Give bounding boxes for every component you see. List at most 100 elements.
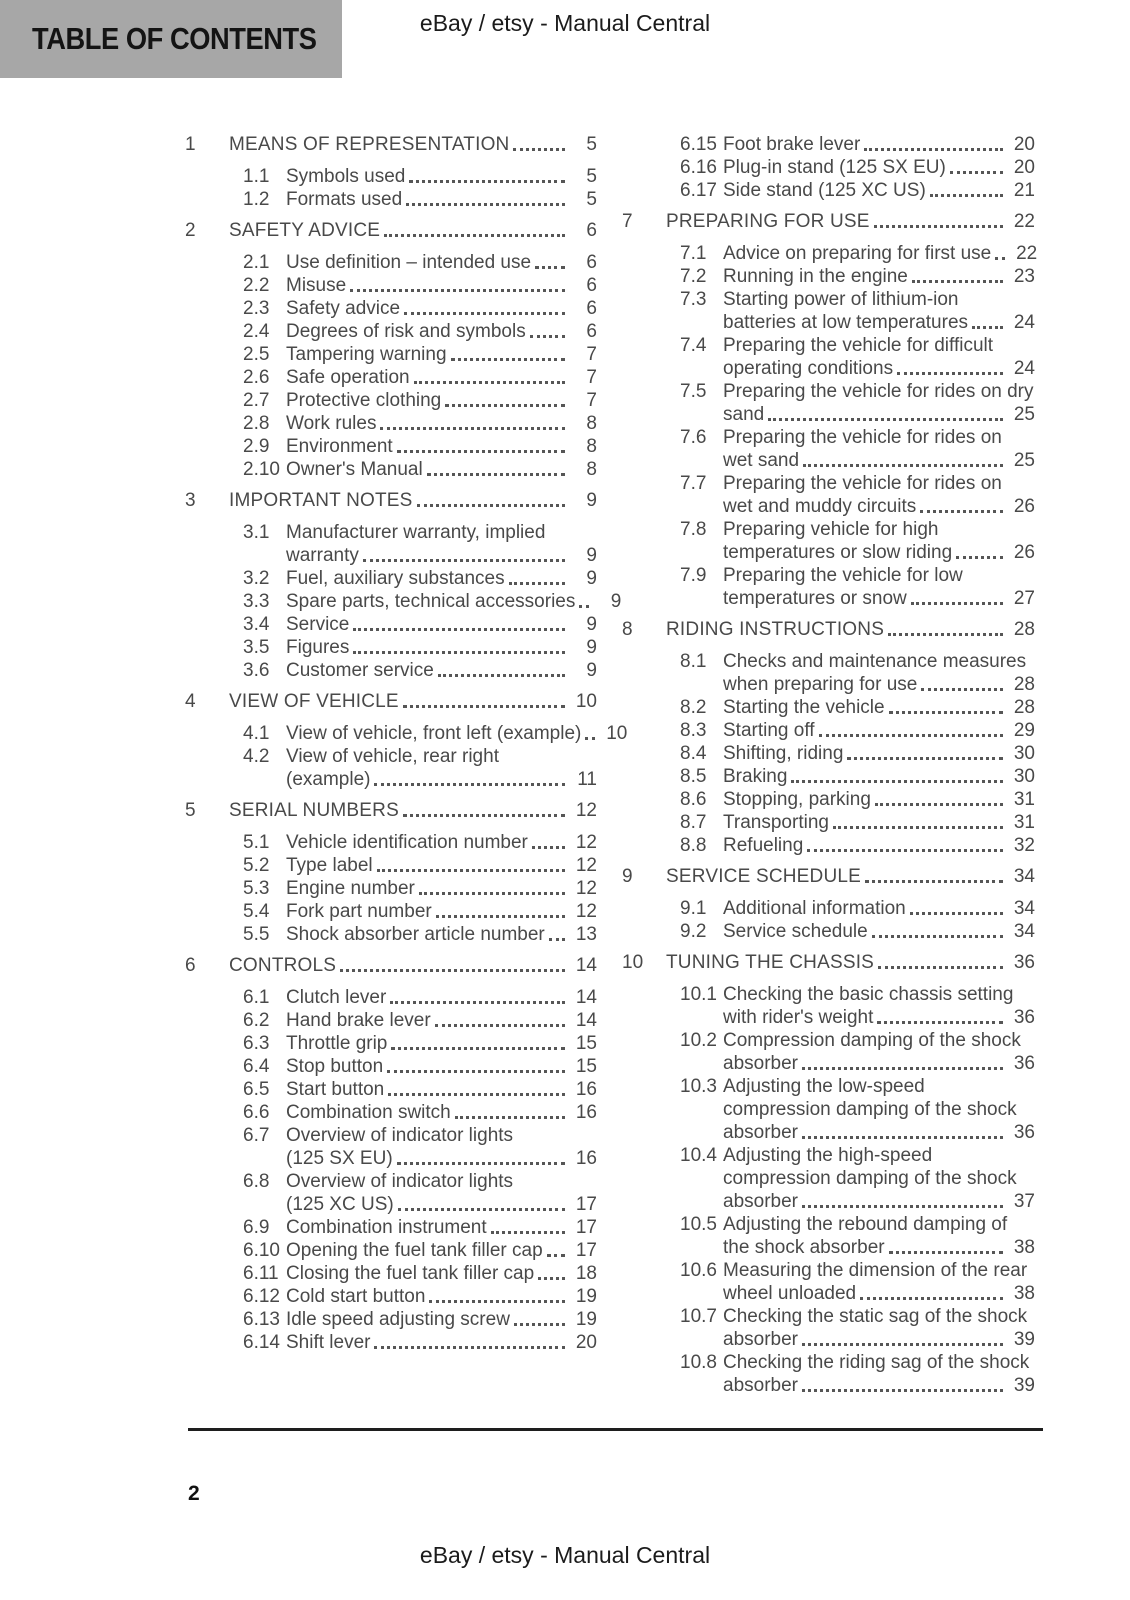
page-ref: 5 [586, 166, 597, 187]
toc-entry-last-line: Refueling 32 [723, 834, 1035, 857]
toc-column-right: 6.15 Foot brake lever 20 6.16 Plug-in stand … [622, 133, 1037, 1397]
toc-entry-last-line: Safety advice 6 [286, 297, 597, 320]
toc-item-number: 7.6 [680, 427, 707, 448]
page-ref: 34 [1013, 898, 1035, 919]
toc-entry-last-line: Combination instrument 17 [286, 1216, 597, 1239]
page-ref: 19 [575, 1286, 597, 1307]
toc-item-number: 3.5 [243, 637, 270, 658]
toc-item-number: 6.3 [243, 1033, 270, 1054]
page-ref: 12 [575, 901, 597, 922]
toc-item-row: 6.4 Stop button 15 [185, 1055, 597, 1078]
toc-item-row: 6.3 Throttle grip 15 [185, 1032, 597, 1055]
toc-item-row: 6.15 Foot brake lever 20 [622, 133, 1035, 156]
toc-item-number: 7.4 [680, 335, 707, 356]
dot-leader [397, 1208, 565, 1211]
toc-item-row: 7.5 Preparing the vehicle for rides on dr… [622, 380, 1035, 426]
toc-entry-text: Protective clothing [286, 390, 442, 411]
toc-entry-last-line: Type label 12 [286, 854, 597, 877]
page-ref: 11 [577, 769, 597, 790]
toc-item-number: 2.2 [243, 275, 270, 296]
toc-section-number: 9 [622, 866, 633, 887]
toc-item-number: 8.8 [680, 835, 707, 856]
page-ref: 18 [575, 1263, 597, 1284]
toc-item-number: 6.12 [243, 1286, 280, 1307]
dot-leader [874, 803, 1003, 806]
toc-entry-text: Foot brake lever [723, 134, 861, 155]
toc-entry-last-line: operating conditions 24 [723, 357, 1035, 380]
toc-entry-line: compression damping of the shock [723, 1099, 1017, 1120]
toc-entry-last-line: VIEW OF VEHICLE 10 [229, 690, 597, 713]
toc-item-row: 2.2 Misuse 6 [185, 274, 597, 297]
toc-entry-last-line: Running in the engine 23 [723, 265, 1035, 288]
dot-leader [818, 734, 1003, 737]
toc-entry-text: (125 SX EU) [286, 1148, 393, 1169]
toc-item-row: 10.2 Compression damping of the shock abso… [622, 1029, 1035, 1075]
toc-item-row: 4.1 View of vehicle, front left (example)… [185, 722, 627, 745]
toc-entry-last-line: batteries at low temperatures 24 [723, 311, 1035, 334]
toc-entry-text: Tampering warning [286, 344, 447, 365]
toc-entry-text: Misuse [286, 275, 347, 296]
page-ref: 34 [1013, 921, 1035, 942]
page-ref: 8 [586, 459, 597, 480]
toc-item-row: 10.4 Adjusting the high-speed compression … [622, 1144, 1035, 1213]
dot-leader [956, 556, 1003, 559]
page-ref: 36 [1013, 1122, 1035, 1143]
toc-entry-text: Side stand (125 XC US) [723, 180, 926, 201]
toc-item-number: 1.1 [243, 166, 270, 187]
toc-entry-text: Shift lever [286, 1332, 371, 1353]
page-ref: 20 [575, 1332, 597, 1353]
toc-entry-line: Overview of indicator lights [286, 1171, 514, 1192]
toc-item-row: 10.5 Adjusting the rebound damping of the … [622, 1213, 1035, 1259]
toc-item-number: 6.2 [243, 1010, 270, 1031]
site-header-title: eBay / etsy - Manual Central [419, 10, 711, 36]
toc-item-row: 5.1 Vehicle identification number 12 [185, 831, 597, 854]
dot-leader [921, 688, 1003, 691]
toc-item-number: 6.14 [243, 1332, 280, 1353]
page-ref: 5 [586, 134, 597, 155]
toc-entry-last-line: Engine number 12 [286, 877, 597, 900]
page-ref: 17 [575, 1194, 597, 1215]
toc-entry-last-line: PREPARING FOR USE 22 [666, 210, 1035, 233]
toc-item-row: 2.5 Tampering warning 7 [185, 343, 597, 366]
toc-entry-text: Figures [286, 637, 350, 658]
dot-leader [888, 1251, 1003, 1254]
page-ref: 30 [1013, 766, 1035, 787]
page-ref: 10 [606, 723, 628, 744]
toc-item-number: 2.1 [243, 252, 270, 273]
toc-item-number: 2.7 [243, 390, 270, 411]
toc-item-number: 8.5 [680, 766, 707, 787]
toc-entry-last-line: Starting the vehicle 28 [723, 696, 1035, 719]
toc-entry-text: Symbols used [286, 166, 406, 187]
page-ref: 6 [586, 321, 597, 342]
toc-item-row: 6.9 Combination instrument 17 [185, 1216, 597, 1239]
dot-leader [911, 280, 1003, 283]
toc-item-number: 1.2 [243, 189, 270, 210]
toc-item-row: 8.4 Shifting, riding 30 [622, 742, 1035, 765]
toc-item-number: 2.5 [243, 344, 270, 365]
page-ref: 16 [575, 1102, 597, 1123]
toc-entry-last-line: Spare parts, technical accessories 9 [286, 590, 621, 613]
toc-entry-line: Preparing the vehicle for rides on dry [723, 381, 1034, 402]
toc-item-row: 10.7 Checking the static sag of the shock… [622, 1305, 1035, 1351]
toc-entry-line: Checks and maintenance measures [723, 651, 1027, 672]
toc-entry-last-line: Shifting, riding 30 [723, 742, 1035, 765]
toc-section-row: 1 MEANS OF REPRESENTATION 5 [185, 133, 597, 156]
dot-leader [426, 473, 565, 476]
toc-item-number: 10.2 [680, 1030, 717, 1051]
toc-item-number: 10.1 [680, 984, 717, 1005]
toc-entry-line: Compression damping of the shock [723, 1030, 1021, 1051]
toc-entry-line: Checking the basic chassis setting [723, 984, 1014, 1005]
dot-leader [972, 326, 1003, 329]
page-ref: 9 [610, 591, 622, 612]
toc-item-number: 2.8 [243, 413, 270, 434]
toc-item-number: 6.17 [680, 180, 717, 201]
toc-item-row: 7.4 Preparing the vehicle for difficult op… [622, 334, 1035, 380]
toc-entry-last-line: absorber 39 [723, 1328, 1035, 1351]
toc-item-row: 6.8 Overview of indicator lights (125 XC U… [185, 1170, 597, 1216]
toc-item-row: 8.1 Checks and maintenance measures when p… [622, 650, 1035, 696]
toc-item-row: 6.16 Plug-in stand (125 SX EU) 20 [622, 156, 1035, 179]
toc-entry-line: Adjusting the low-speed [723, 1076, 925, 1097]
toc-entry-line: Starting power of lithium-ion [723, 289, 959, 310]
toc-entry-text: Running in the engine [723, 266, 908, 287]
toc-entry-text: when preparing for use [723, 674, 918, 695]
